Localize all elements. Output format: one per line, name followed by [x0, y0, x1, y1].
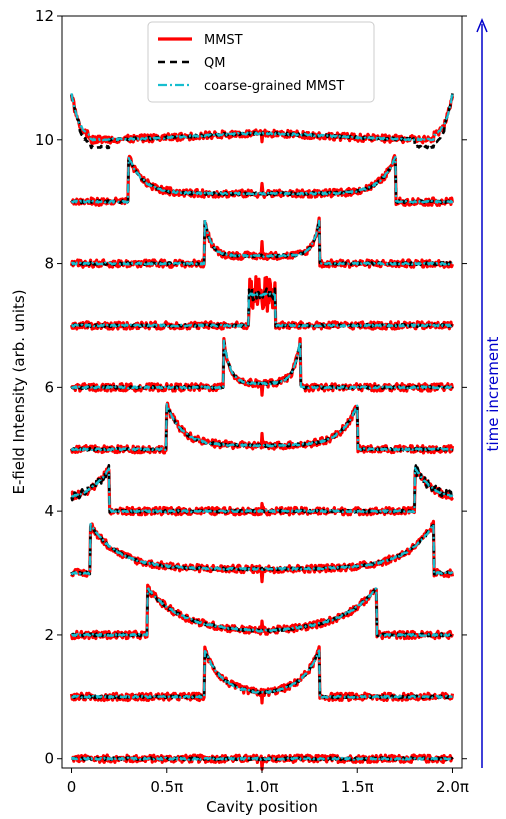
trace-6-cg-line: [70, 339, 454, 390]
trace-4: [70, 464, 454, 517]
y-tick-label: 0: [44, 750, 54, 768]
trace-5-mmst-line: [69, 401, 455, 455]
trace-7-mmst-line: [69, 275, 454, 331]
trace-10-qm-line: [70, 93, 454, 150]
y-tick-label: 10: [35, 131, 54, 149]
trace-4-cg-line: [70, 466, 454, 514]
y-axis-label: E-field Intensity (arb. units): [10, 289, 28, 494]
legend: MMST QM coarse-grained MMST: [147, 21, 375, 103]
trace-0-cg-line: [70, 756, 453, 761]
trace-7-cg-line: [71, 292, 453, 328]
y-tick-label: 4: [44, 502, 54, 520]
trace-5-cg-line: [70, 403, 453, 452]
legend-label: QM: [204, 56, 225, 71]
trace-2-cg-line: [70, 587, 454, 637]
trace-1: [69, 645, 455, 705]
x-tick-label: 0.5π: [150, 778, 183, 796]
trace-10: [69, 92, 455, 150]
time-arrow: [476, 18, 488, 768]
trace-3-cg-line: [70, 522, 454, 576]
trace-6-mmst-line: [70, 336, 455, 397]
time-increment-label: time increment: [484, 336, 502, 451]
x-tick-label: 1.0π: [246, 778, 279, 796]
x-tick-label: 2.0π: [436, 778, 469, 796]
y-tick-label: 12: [35, 7, 54, 25]
legend-label: MMST: [204, 33, 243, 48]
y-tick-label: 8: [44, 255, 54, 273]
trace-1-cg-line: [71, 649, 453, 699]
legend-box: [147, 21, 375, 103]
x-tick-label: 0: [67, 778, 77, 796]
trace-0: [70, 753, 454, 771]
ticks-group: 0 2 4 6 8 10 12 0 0.5π 1.0π 1.5π 2.0π: [35, 7, 469, 796]
trace-9: [70, 154, 455, 207]
trace-3-mmst-line: [70, 519, 455, 584]
trace-5: [69, 401, 455, 455]
trace-8-mmst-line: [69, 216, 455, 269]
arrow-head: [476, 18, 488, 33]
y-tick-label: 6: [44, 378, 54, 396]
trace-8: [69, 216, 455, 269]
trace-4-mmst-line: [70, 465, 454, 517]
trace-9-cg-line: [70, 156, 454, 204]
trace-1-mmst-line: [69, 645, 455, 705]
x-axis-label: Cavity position: [206, 798, 318, 816]
trace-6: [70, 336, 455, 397]
trace-3: [70, 519, 455, 584]
y-tick-label: 2: [44, 626, 54, 644]
trace-2: [69, 583, 454, 641]
trace-2-qm-line: [70, 586, 454, 638]
legend-label: coarse-grained MMST: [204, 79, 344, 94]
traces-group: [69, 92, 455, 771]
x-tick-label: 1.5π: [341, 778, 374, 796]
trace-7: [69, 275, 454, 331]
trace-3-qm-line: [70, 523, 454, 576]
trace-10-cg-line: [70, 92, 454, 142]
